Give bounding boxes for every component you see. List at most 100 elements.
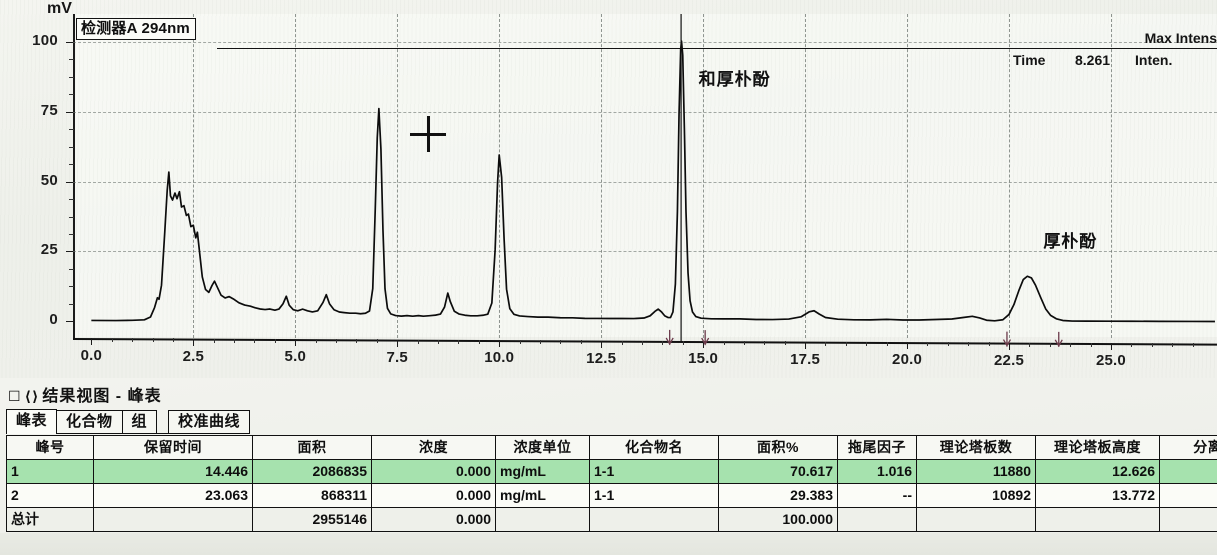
cell-r0-c4[interactable]: mg/mL [495,459,590,484]
v-gridline [193,14,195,338]
cell-r2-c6[interactable]: 100.000 [718,507,838,532]
column-header-7[interactable]: 拖尾因子 [837,435,917,460]
x-tick [295,339,297,347]
cell-r1-c7[interactable]: -- [837,483,917,508]
cell-r1-c4[interactable]: mg/mL [495,483,590,508]
cell-r2-c0[interactable]: 总计 [6,507,94,532]
cell-r0-c9[interactable]: 12.626 [1035,459,1160,484]
x-tick-minor [927,342,929,347]
y-tick-minor [69,146,74,148]
column-header-4[interactable]: 浓度单位 [495,435,590,460]
cell-r0-c1[interactable]: 14.446 [93,459,253,484]
cell-r2-c1[interactable] [93,507,253,532]
cell-r1-c2[interactable]: 868311 [252,483,372,508]
cell-r1-c0[interactable]: 2 [6,483,94,508]
column-header-5[interactable]: 化合物名 [589,435,719,460]
cell-r2-c5[interactable] [589,507,719,532]
v-gridline [907,14,909,338]
cell-r2-c3[interactable]: 0.000 [371,507,496,532]
window-bottom-edge [0,533,1217,555]
cell-r0-c7[interactable]: 1.016 [837,459,917,484]
x-tick-minor [764,341,766,346]
cell-r0-c0[interactable]: 1 [6,459,94,484]
x-tick-label: 25.0 [1095,352,1126,370]
column-header-6[interactable]: 面积% [718,435,838,460]
cell-r1-c5[interactable]: 1-1 [589,483,719,508]
column-header-8[interactable]: 理论塔板数 [916,435,1036,460]
x-tick-minor [1070,342,1072,347]
x-tick-minor [132,338,134,343]
cell-r0-c2[interactable]: 2086835 [252,459,372,484]
tab-1[interactable]: 化合物 [56,410,123,434]
time-label: Time [1013,52,1046,68]
cell-r1-c10[interactable]: 12.188 [1159,483,1217,508]
square-icon[interactable]: ☐ [8,388,22,404]
y-tick [66,321,74,323]
x-tick-minor [1049,342,1051,347]
tab-2[interactable]: 组 [121,410,158,434]
cell-r2-c10[interactable] [1159,507,1217,532]
cell-r0-c5[interactable]: 1-1 [589,459,719,484]
v-gridline [499,14,501,338]
cell-r2-c2[interactable]: 2955146 [252,507,372,532]
result-tabs[interactable]: 峰表 化合物组校准曲线 [6,408,251,434]
x-tick-minor [478,339,480,344]
x-tick-minor [641,340,643,345]
y-tick-minor [69,199,74,201]
cell-r2-c4[interactable] [495,507,590,532]
table-row[interactable]: 2 23.063 868311 0.000 mg/mL 1-1 29.383 -- 10892 1… [6,483,1217,508]
tab-0[interactable]: 峰表 [6,409,58,434]
column-header-10[interactable]: 分离度(面积/高 [1159,435,1217,460]
y-axis-unit-label: mV [47,0,72,17]
y-axis [73,14,75,339]
max-intensity-label: Max Intens [1144,30,1217,46]
peak-table-header-row: 峰号保留时间面积浓度浓度单位化合物名面积%拖尾因子理论塔板数理论塔板高度分离度(… [6,435,1217,460]
cell-r2-c9[interactable] [1035,507,1160,532]
column-header-0[interactable]: 峰号 [6,435,94,460]
x-tick-minor [723,341,725,346]
column-header-9[interactable]: 理论塔板高度 [1035,435,1160,460]
detector-channel-label[interactable]: 检测器A 294nm [76,18,196,40]
v-gridline [295,14,297,338]
x-tick [91,338,93,346]
y-tick-minor [69,233,74,235]
result-view-title-text: 结果视图 - 峰表 [42,388,162,405]
tab-3[interactable]: 校准曲线 [168,410,251,434]
column-header-2[interactable]: 面积 [252,435,372,460]
x-tick-minor [886,341,888,346]
intensity-label: Inten. [1135,52,1173,68]
peak-table-body[interactable]: 1 14.446 2086835 0.000 mg/mL 1-1 70.617 1.016 11… [6,459,1217,532]
x-tick-minor [315,339,317,344]
crosshair-cursor[interactable] [410,116,447,153]
cell-r1-c8[interactable]: 10892 [916,483,1036,508]
table-row[interactable]: 1 14.446 2086835 0.000 mg/mL 1-1 70.617 1.016 11… [6,459,1217,484]
cell-r0-c3[interactable]: 0.000 [371,459,496,484]
x-tick-minor [947,342,949,347]
y-tick-label: 100 [32,31,58,49]
x-tick-minor [111,338,113,343]
x-tick-minor [1151,343,1153,348]
y-tick [66,181,74,183]
column-header-1[interactable]: 保留时间 [93,435,253,460]
cell-r1-c9[interactable]: 13.772 [1035,483,1160,508]
cell-r1-c3[interactable]: 0.000 [371,483,496,508]
cell-r0-c10[interactable]: -- [1159,459,1217,484]
cell-r0-c6[interactable]: 70.617 [718,459,838,484]
x-tick [1110,343,1112,351]
table-row[interactable]: 总计 2955146 0.000 100.000 [6,507,1217,532]
x-tick-minor [234,338,236,343]
cell-r2-c7[interactable] [837,507,917,532]
cell-r1-c1[interactable]: 23.063 [93,483,253,508]
diamond-icon[interactable]: ⟨⟩ [24,388,40,404]
x-tick [397,339,399,347]
column-header-3[interactable]: 浓度 [371,435,496,460]
cell-r2-c8[interactable] [916,507,1036,532]
v-gridline [703,14,705,338]
peak-table[interactable]: 峰号保留时间面积浓度浓度单位化合物名面积%拖尾因子理论塔板数理论塔板高度分离度(… [6,435,1217,532]
x-tick [193,338,195,346]
y-tick-minor [69,268,74,270]
cell-r0-c8[interactable]: 11880 [916,459,1036,484]
chromatogram-panel[interactable]: mV 0 25 50 75 100 0.0 2.5 5.0 7.5 10.0 12.5 15.0 17… [0,0,1217,378]
cell-r1-c6[interactable]: 29.383 [718,483,838,508]
peak-label-magnolol: 厚朴酚 [1043,232,1098,252]
